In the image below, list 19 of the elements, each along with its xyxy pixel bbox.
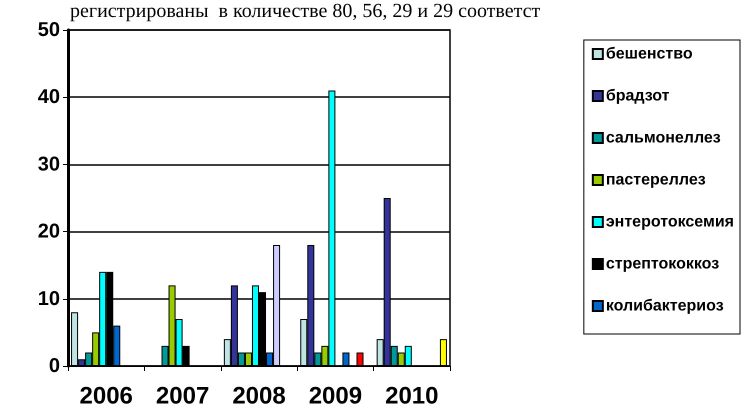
legend-label: брадзот [606,88,670,104]
legend-label: пастереллез [606,172,706,188]
text: регистрированы в количестве 80, 56, 29 и 29 соответст [70,0,540,22]
x-tick-label: 2008 [232,382,286,410]
legend-label: сальмонеллез [606,130,721,146]
y-tick-label: 50 [38,19,60,41]
legend-label: энтеротоксемия [606,214,734,230]
legend-label: бешенство [606,46,693,62]
y-tick-label: 0 [48,355,60,377]
y-tick-label: 30 [38,153,60,176]
y-tick-label: 40 [38,86,60,108]
x-tick-label: 2009 [308,382,362,410]
x-tick-label: 2007 [156,382,210,410]
y-tick-label: 10 [38,288,60,310]
x-tick-label: 2010 [385,382,438,410]
x-tick-label: 2006 [80,382,133,410]
y-tick-label: 20 [38,220,60,243]
legend-label: стрептококкоз [606,256,720,272]
legend-label: колибактериоз [606,298,724,314]
